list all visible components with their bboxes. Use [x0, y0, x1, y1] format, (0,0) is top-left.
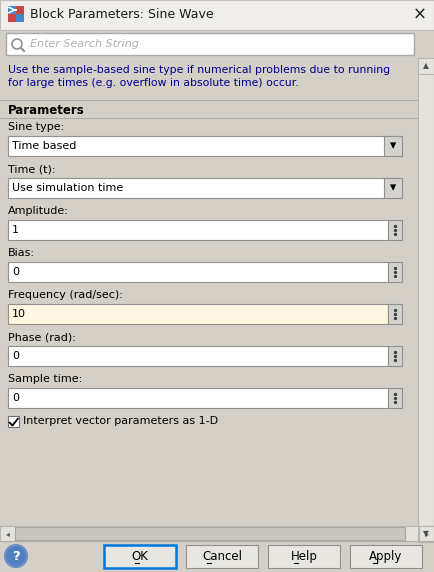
Text: Use simulation time: Use simulation time	[12, 183, 123, 193]
Text: ▸: ▸	[424, 529, 428, 538]
Bar	[8, 346, 388, 366]
Bar	[418, 58, 434, 74]
Text: ×: ×	[413, 6, 427, 24]
Bar	[0, 0, 434, 30]
Bar	[419, 526, 434, 541]
Bar	[0, 526, 15, 541]
Text: 0: 0	[12, 393, 19, 403]
Bar	[8, 304, 388, 324]
Text: Help: Help	[290, 550, 317, 563]
Bar	[388, 262, 402, 282]
Bar	[8, 416, 19, 427]
Text: OK: OK	[132, 550, 148, 563]
Bar	[350, 545, 422, 568]
Bar	[8, 178, 402, 198]
Bar	[388, 388, 402, 408]
Text: 1: 1	[12, 225, 19, 235]
Text: ▾: ▾	[390, 140, 396, 153]
Text: ▾: ▾	[390, 181, 396, 194]
Bar	[388, 304, 402, 324]
Bar	[388, 346, 402, 366]
Text: ◂: ◂	[6, 529, 10, 538]
Bar	[8, 262, 388, 282]
Text: 10: 10	[12, 309, 26, 319]
Text: for large times (e.g. overflow in absolute time) occur.: for large times (e.g. overflow in absolu…	[8, 78, 299, 88]
Bar	[8, 220, 388, 240]
Bar	[0, 541, 434, 572]
Bar	[418, 58, 434, 542]
Text: ▼: ▼	[423, 530, 429, 538]
Bar	[186, 545, 258, 568]
Text: Sine type:: Sine type:	[8, 122, 64, 132]
Bar	[384, 136, 402, 156]
Bar	[16, 14, 24, 22]
Text: ▲: ▲	[423, 62, 429, 70]
Bar	[0, 58, 418, 100]
Bar	[8, 388, 388, 408]
Text: Frequency (rad/sec):: Frequency (rad/sec):	[8, 290, 123, 300]
Text: Cancel: Cancel	[202, 550, 242, 563]
Bar	[384, 178, 402, 198]
Text: Parameters: Parameters	[8, 104, 85, 117]
Text: Time based: Time based	[12, 141, 76, 151]
Bar	[8, 136, 402, 156]
Text: 0: 0	[12, 351, 19, 361]
Text: Phase (rad):: Phase (rad):	[8, 332, 76, 342]
Bar	[104, 545, 176, 568]
Text: 0: 0	[12, 267, 19, 277]
Bar	[8, 6, 16, 14]
Text: Sample time:: Sample time:	[8, 374, 82, 384]
Text: Time (t):: Time (t):	[8, 164, 56, 174]
Bar	[0, 526, 434, 541]
Bar	[268, 545, 340, 568]
Text: ?: ?	[12, 550, 20, 562]
Text: Block Parameters: Sine Wave: Block Parameters: Sine Wave	[30, 9, 214, 22]
Text: Interpret vector parameters as 1-D: Interpret vector parameters as 1-D	[23, 416, 218, 427]
Text: Enter Search String: Enter Search String	[30, 39, 139, 49]
Bar	[6, 33, 414, 55]
Text: Amplitude:: Amplitude:	[8, 206, 69, 216]
Bar	[418, 526, 434, 542]
Text: Use the sample-based sine type if numerical problems due to running: Use the sample-based sine type if numeri…	[8, 65, 390, 75]
Text: Apply: Apply	[369, 550, 403, 563]
Bar	[15, 527, 405, 540]
Bar	[8, 14, 16, 22]
Circle shape	[5, 545, 27, 567]
Bar	[388, 220, 402, 240]
Bar	[16, 6, 24, 14]
Text: Bias:: Bias:	[8, 248, 35, 258]
